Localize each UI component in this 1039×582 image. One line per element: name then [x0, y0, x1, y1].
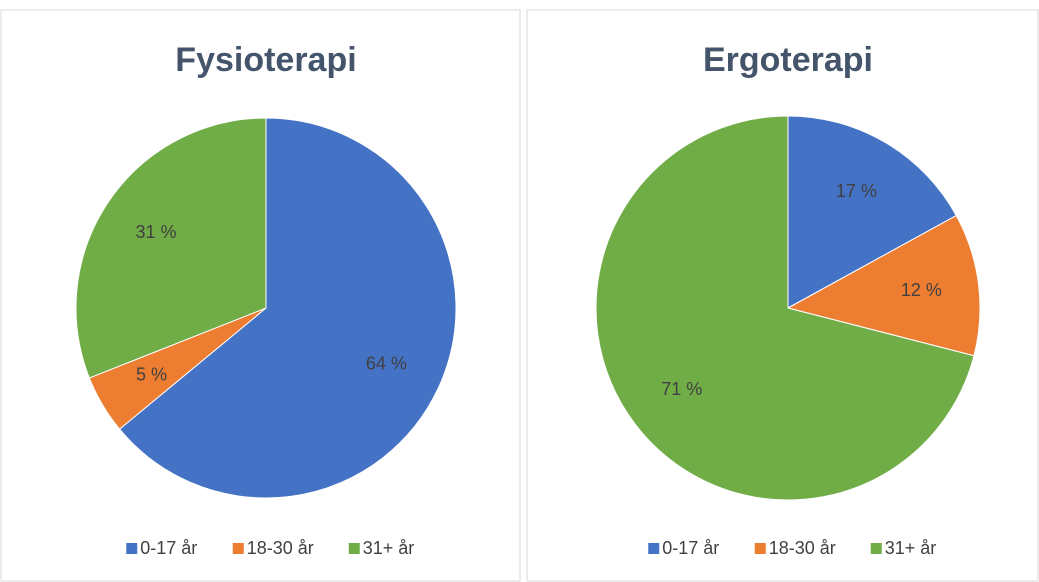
legend-label: 18-30 år [247, 538, 314, 558]
pie-slice [118, 117, 457, 499]
data-label: 71 % [661, 379, 702, 399]
legend-swatch [232, 543, 244, 554]
legend-label: 0-17 år [140, 538, 197, 558]
legend-label: 0-17 år [662, 538, 719, 558]
data-label: 12 % [901, 280, 942, 300]
pie-slice [75, 117, 267, 379]
chart-title: Fysioterapi [175, 41, 356, 79]
pie-slice [595, 115, 975, 501]
legend-swatch [648, 543, 660, 554]
legend-swatch [754, 543, 766, 554]
legend-label: 31+ år [363, 538, 415, 558]
legend-label: 18-30 år [769, 538, 836, 558]
legend-swatch [348, 543, 360, 554]
pie-slice [787, 115, 957, 309]
data-label: 5 % [136, 364, 167, 384]
data-label: 31 % [135, 222, 176, 242]
legend-label: 31+ år [885, 538, 937, 558]
data-label: 64 % [366, 353, 407, 373]
data-label: 17 % [836, 181, 877, 201]
legend-swatch [126, 543, 138, 554]
legend-swatch [870, 543, 882, 554]
chart-title: Ergoterapi [703, 41, 873, 79]
pie-slice [786, 214, 981, 357]
